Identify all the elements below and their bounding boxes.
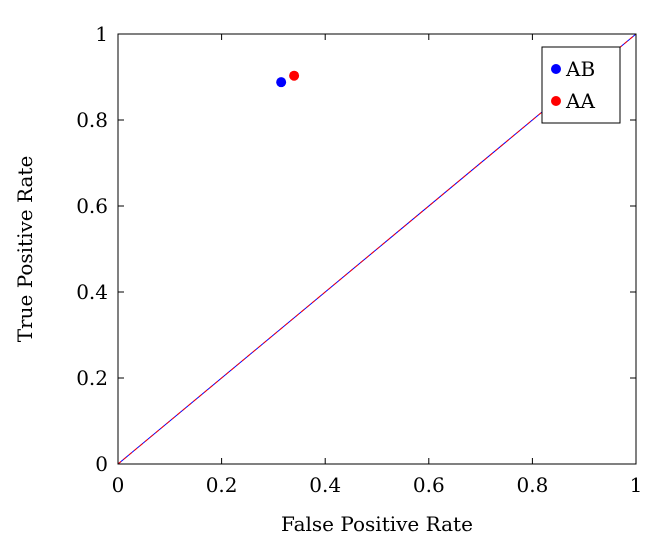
data-points: [276, 70, 300, 88]
y-tick-label: 0.4: [76, 280, 108, 304]
axis-tick-labels: 0 0.2 0.4 0.6 0.8 1 0 0.2 0.4 0.6 0.8 1: [76, 22, 642, 497]
y-tick-label: 0: [95, 452, 108, 476]
axis-ticks: [117, 33, 637, 465]
x-tick-label: 0.8: [516, 473, 548, 497]
point-ab: [276, 77, 287, 88]
legend-label-aa: AA: [565, 89, 595, 113]
y-tick-label: 1: [95, 22, 108, 46]
x-tick-label: 0.2: [206, 473, 238, 497]
legend-box: [541, 46, 621, 124]
x-tick-label: 0: [112, 473, 125, 497]
legend-marker-ab: [551, 64, 561, 74]
y-axis-title: True Positive Rate: [13, 156, 37, 343]
point-aa: [289, 70, 300, 81]
x-tick-label: 0.4: [309, 473, 341, 497]
legend-label-ab: AB: [565, 57, 595, 81]
y-tick-label: 0.6: [76, 194, 108, 218]
y-tick-label: 0.8: [76, 108, 108, 132]
legend: AB AA: [541, 46, 621, 124]
legend-marker-aa: [551, 96, 561, 106]
plot-frame: [117, 33, 637, 465]
x-axis-title: False Positive Rate: [281, 512, 473, 536]
x-tick-label: 0.6: [413, 473, 445, 497]
x-tick-label: 1: [630, 473, 643, 497]
y-tick-label: 0.2: [76, 366, 108, 390]
